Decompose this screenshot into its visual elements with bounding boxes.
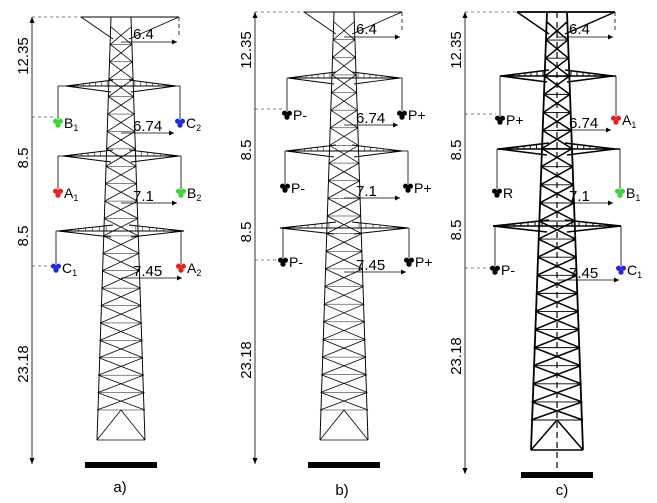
svg-text:P+: P+ [506, 112, 524, 128]
svg-text:R: R [503, 185, 513, 201]
svg-text:8.5: 8.5 [238, 140, 255, 161]
svg-text:P-: P- [501, 262, 515, 278]
svg-text:7.1: 7.1 [569, 188, 590, 205]
conductor-c1: C1 [616, 262, 642, 280]
conductor-b1: B1 [615, 185, 640, 203]
cross-arm [286, 71, 403, 111]
svg-text:7.1: 7.1 [133, 188, 154, 205]
svg-text:6.4: 6.4 [569, 21, 590, 38]
cross-arm [499, 69, 617, 116]
conductor-a1: A1 [611, 112, 636, 130]
svg-text:A1: A1 [622, 112, 636, 130]
svg-text:23.18: 23.18 [238, 341, 255, 379]
svg-text:6.4: 6.4 [133, 26, 154, 43]
svg-text:B2: B2 [187, 185, 201, 203]
svg-text:6.74: 6.74 [356, 110, 385, 127]
cross-arm [496, 142, 621, 189]
cross-arm [284, 144, 409, 184]
horizontal-dimension: 6.4 [121, 26, 177, 45]
conductor-pminus: P- [282, 107, 307, 123]
svg-text:6.74: 6.74 [569, 115, 598, 132]
svg-text:8.5: 8.5 [448, 140, 465, 161]
svg-text:7.45: 7.45 [356, 257, 385, 274]
panel-caption: a) [113, 479, 126, 496]
earthwire-arm [516, 11, 616, 35]
conductor-pplus: P+ [404, 254, 433, 270]
svg-text:8.5: 8.5 [238, 222, 255, 243]
horizontal-dimension: 6.74 [344, 110, 398, 128]
svg-text:P-: P- [293, 107, 307, 123]
svg-text:12.35: 12.35 [238, 31, 255, 69]
svg-text:A1: A1 [64, 185, 78, 203]
svg-text:P+: P+ [415, 254, 433, 270]
svg-text:A2: A2 [187, 260, 201, 278]
svg-text:12.35: 12.35 [15, 37, 32, 75]
svg-text:C1: C1 [627, 262, 642, 280]
conductor-pminus: P- [490, 262, 515, 278]
horizontal-dimension: 6.74 [121, 118, 174, 136]
svg-text:B1: B1 [64, 115, 78, 133]
conductor-pplus: P+ [403, 180, 432, 196]
svg-text:8.5: 8.5 [448, 220, 465, 241]
horizontal-dimension: 7.1 [121, 188, 177, 206]
horizontal-dimension: 7.45 [344, 257, 406, 275]
svg-text:7.45: 7.45 [133, 263, 162, 280]
svg-text:23.18: 23.18 [448, 337, 465, 375]
svg-text:6.74: 6.74 [133, 118, 162, 135]
tower-body [96, 16, 146, 441]
svg-text:P-: P- [289, 254, 303, 270]
svg-text:8.5: 8.5 [15, 148, 32, 169]
conductor-c2: C2 [175, 115, 201, 133]
conductor-r: R [492, 185, 513, 201]
tower-body [319, 11, 369, 441]
horizontal-dimension: 7.1 [557, 188, 613, 206]
svg-text:C1: C1 [62, 260, 77, 278]
horizontal-dimension: 6.4 [344, 21, 400, 40]
horizontal-dimension: 7.45 [121, 263, 182, 281]
svg-text:7.45: 7.45 [569, 265, 598, 282]
vertical-dimension: 12.35 8.5 8.5 23.18 [15, 16, 81, 464]
earthwire-arm [80, 16, 180, 40]
conductor-b2: B2 [176, 185, 201, 203]
cross-arm [57, 149, 182, 189]
foundation [521, 472, 593, 478]
svg-text:7.1: 7.1 [356, 183, 377, 200]
conductor-pminus: P- [280, 180, 305, 196]
vertical-dimension: 12.35 8.5 8.5 23.18 [238, 11, 304, 464]
svg-text:8.5: 8.5 [15, 226, 32, 247]
horizontal-dimension: 6.74 [557, 115, 611, 133]
conductor-c1: C1 [51, 260, 77, 278]
svg-text:C2: C2 [186, 115, 201, 133]
tower-panel-c: P+ A1 6.74 R B1 7.1 P- C1 7.45 6.4 12.35 8.5 8.5 23.1… [448, 11, 642, 499]
cross-arm [492, 219, 622, 266]
svg-text:B1: B1 [626, 185, 640, 203]
vertical-dimension: 12.35 8.5 8.5 23.18 [448, 11, 517, 474]
horizontal-dimension: 7.45 [557, 265, 619, 283]
foundation [308, 462, 380, 468]
conductor-pplus: P+ [495, 112, 524, 128]
tower-panel-a: B1 C2 6.74 A1 B2 7.1 C1 A2 7.45 6.4 12.35 8.5 8.5 23.… [15, 16, 201, 496]
cross-arm [279, 221, 410, 258]
conductor-pminus: P- [278, 254, 303, 270]
cross-arm [55, 224, 185, 264]
conductor-a2: A2 [176, 260, 201, 278]
tower-panel-b: P- P+ 6.74 P- P+ 7.1 P- P+ 7.45 6.4 12.35 8.5 8.5 23.… [238, 11, 433, 499]
panel-caption: c) [556, 482, 569, 499]
earthwire-arm [303, 11, 403, 35]
horizontal-dimension: 6.4 [557, 21, 613, 40]
conductor-a1: A1 [53, 185, 78, 203]
cross-arm [57, 79, 181, 119]
conductor-b1: B1 [53, 115, 78, 133]
svg-text:6.4: 6.4 [356, 21, 377, 38]
horizontal-dimension: 7.1 [344, 183, 400, 201]
svg-text:12.35: 12.35 [448, 31, 465, 69]
svg-text:P+: P+ [408, 107, 426, 123]
foundation [85, 462, 157, 468]
svg-text:P-: P- [291, 180, 305, 196]
conductor-pplus: P+ [397, 107, 426, 123]
svg-text:23.18: 23.18 [15, 345, 32, 383]
panel-caption: b) [335, 482, 348, 499]
svg-text:P+: P+ [414, 180, 432, 196]
